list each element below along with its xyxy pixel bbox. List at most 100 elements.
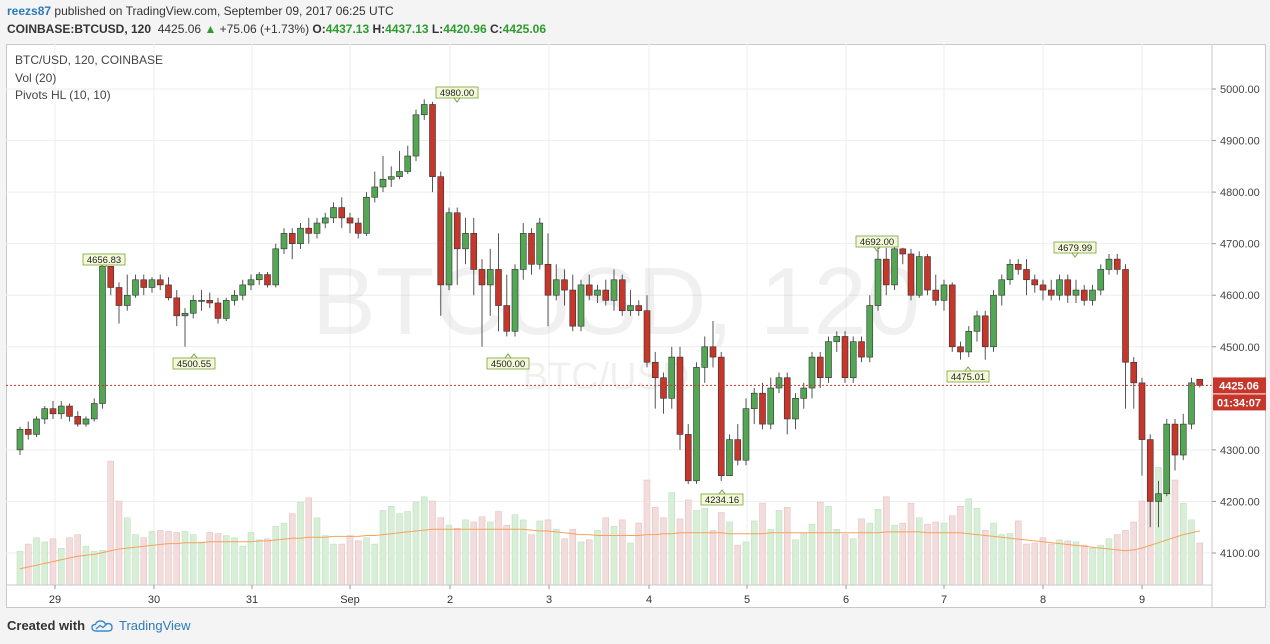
- candle[interactable]: [206, 292, 214, 309]
- candle[interactable]: [107, 266, 115, 296]
- candle[interactable]: [783, 372, 791, 435]
- candle[interactable]: [899, 247, 907, 265]
- candle[interactable]: [74, 411, 82, 427]
- candle[interactable]: [189, 295, 197, 319]
- candle[interactable]: [1188, 377, 1195, 430]
- legend-volume[interactable]: Vol (20): [15, 71, 56, 85]
- candle[interactable]: [420, 99, 428, 120]
- candle[interactable]: [49, 400, 57, 419]
- candle[interactable]: [396, 150, 403, 180]
- candle[interactable]: [173, 290, 181, 327]
- candle[interactable]: [866, 295, 874, 363]
- candle[interactable]: [932, 274, 940, 306]
- candle[interactable]: [1113, 253, 1121, 275]
- candle[interactable]: [239, 279, 247, 301]
- candle[interactable]: [792, 393, 799, 430]
- candle[interactable]: [544, 233, 552, 327]
- candle[interactable]: [569, 274, 577, 332]
- candle[interactable]: [99, 264, 106, 409]
- candle[interactable]: [470, 217, 478, 296]
- candle[interactable]: [140, 274, 148, 296]
- time-axis[interactable]: 29 30 31 Sep 2 3 4 5 6 7 8 9: [49, 585, 1145, 606]
- candles[interactable]: [16, 99, 1204, 528]
- candle[interactable]: [1014, 259, 1022, 275]
- candle[interactable]: [767, 377, 775, 430]
- candle[interactable]: [478, 259, 486, 347]
- candle[interactable]: [940, 279, 948, 311]
- candle[interactable]: [1023, 259, 1030, 296]
- candle[interactable]: [363, 192, 370, 236]
- candle[interactable]: [825, 336, 832, 383]
- candle[interactable]: [1179, 413, 1187, 461]
- tradingview-brand-link[interactable]: TradingView: [119, 618, 191, 633]
- candle[interactable]: [272, 243, 280, 288]
- candle[interactable]: [1097, 264, 1105, 296]
- candle[interactable]: [462, 217, 469, 265]
- candle[interactable]: [536, 217, 544, 270]
- candle[interactable]: [709, 321, 717, 368]
- candle[interactable]: [82, 416, 90, 427]
- candle[interactable]: [1047, 279, 1055, 301]
- candle[interactable]: [486, 248, 494, 316]
- candle[interactable]: [882, 247, 890, 296]
- candle[interactable]: [1171, 418, 1179, 471]
- candle[interactable]: [577, 279, 585, 332]
- candle[interactable]: [156, 274, 164, 291]
- candle[interactable]: [858, 336, 865, 363]
- candle[interactable]: [338, 197, 346, 229]
- candle[interactable]: [1089, 284, 1096, 306]
- candle[interactable]: [1155, 480, 1162, 528]
- candle[interactable]: [453, 207, 461, 285]
- candle[interactable]: [437, 171, 445, 316]
- candle[interactable]: [1039, 279, 1047, 301]
- candle[interactable]: [330, 202, 337, 224]
- candle[interactable]: [231, 290, 238, 306]
- candle[interactable]: [1163, 418, 1171, 497]
- candle[interactable]: [833, 331, 841, 352]
- candle[interactable]: [404, 145, 412, 175]
- candle[interactable]: [1031, 274, 1039, 293]
- candle[interactable]: [610, 269, 618, 311]
- candle[interactable]: [495, 233, 502, 332]
- candle[interactable]: [990, 290, 997, 352]
- candle[interactable]: [57, 400, 65, 419]
- candle[interactable]: [1064, 274, 1072, 303]
- candle[interactable]: [915, 251, 923, 298]
- candle[interactable]: [33, 416, 40, 437]
- candle[interactable]: [115, 282, 123, 324]
- candle[interactable]: [445, 207, 453, 291]
- candle[interactable]: [726, 434, 733, 476]
- candle[interactable]: [1080, 284, 1088, 306]
- candle[interactable]: [379, 156, 387, 193]
- candle[interactable]: [90, 398, 98, 422]
- candle[interactable]: [280, 228, 288, 254]
- candle[interactable]: [759, 382, 766, 430]
- candle[interactable]: [288, 228, 296, 260]
- candle[interactable]: [148, 277, 156, 293]
- candle[interactable]: [1146, 434, 1154, 528]
- candle[interactable]: [957, 341, 964, 360]
- candle[interactable]: [874, 247, 882, 311]
- candle[interactable]: [618, 274, 626, 316]
- candle[interactable]: [742, 398, 750, 466]
- candle[interactable]: [693, 362, 700, 484]
- candle[interactable]: [668, 346, 676, 409]
- candle[interactable]: [528, 228, 535, 275]
- candle[interactable]: [907, 248, 915, 301]
- candle[interactable]: [891, 246, 898, 291]
- candle[interactable]: [305, 217, 313, 244]
- price-axis[interactable]: 5000.00 4900.00 4800.00 4700.00 4600.00 4500.…: [1212, 84, 1260, 560]
- candle[interactable]: [717, 351, 725, 481]
- author-name[interactable]: reezs87: [7, 4, 52, 18]
- candle[interactable]: [346, 212, 354, 234]
- candle[interactable]: [585, 274, 593, 301]
- candle[interactable]: [775, 372, 783, 394]
- candle[interactable]: [1138, 377, 1146, 476]
- candle[interactable]: [222, 297, 230, 321]
- legend-symbol[interactable]: BTC/USD, 120, COINBASE: [15, 53, 163, 67]
- candle[interactable]: [255, 272, 263, 285]
- candle[interactable]: [297, 223, 304, 249]
- candle[interactable]: [66, 403, 73, 422]
- candle[interactable]: [948, 282, 956, 352]
- candle[interactable]: [1130, 357, 1138, 409]
